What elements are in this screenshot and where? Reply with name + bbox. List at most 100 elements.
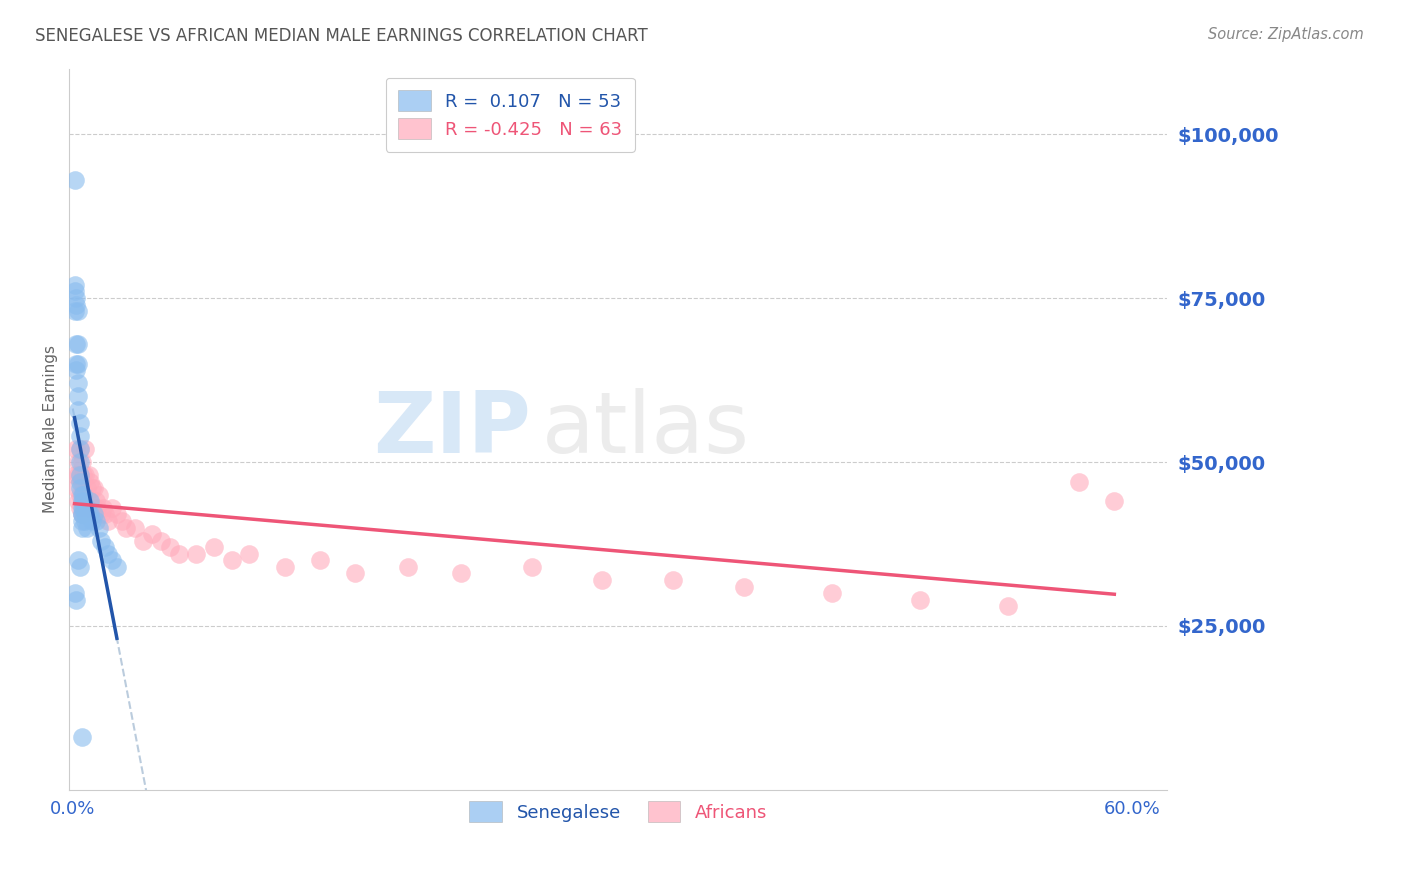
Point — [93, 541, 115, 555]
Point — [72, 494, 94, 508]
Point — [63, 285, 86, 299]
Point — [70, 514, 93, 528]
Point — [141, 527, 163, 541]
Point — [93, 508, 115, 522]
Point — [83, 500, 105, 515]
Point — [91, 500, 114, 515]
Text: atlas: atlas — [541, 388, 749, 471]
Point — [70, 508, 93, 522]
Text: ZIP: ZIP — [373, 388, 530, 471]
Text: SENEGALESE VS AFRICAN MEDIAN MALE EARNINGS CORRELATION CHART: SENEGALESE VS AFRICAN MEDIAN MALE EARNIN… — [35, 27, 648, 45]
Point — [84, 514, 107, 528]
Point — [69, 468, 91, 483]
Point — [76, 500, 98, 515]
Point — [1104, 494, 1126, 508]
Point — [83, 508, 105, 522]
Legend: Senegalese, Africans: Senegalese, Africans — [457, 789, 780, 835]
Point — [72, 500, 94, 515]
Point — [76, 500, 98, 515]
Point — [76, 520, 98, 534]
Point — [75, 508, 97, 522]
Point — [63, 304, 86, 318]
Point — [63, 173, 86, 187]
Point — [100, 500, 122, 515]
Point — [65, 291, 87, 305]
Point — [908, 592, 931, 607]
Point — [105, 560, 128, 574]
Point — [65, 442, 87, 456]
Point — [82, 481, 104, 495]
Point — [450, 566, 472, 581]
Point — [69, 500, 91, 515]
Point — [69, 442, 91, 456]
Point — [69, 442, 91, 456]
Point — [69, 481, 91, 495]
Point — [77, 468, 100, 483]
Point — [150, 533, 173, 548]
Point — [1067, 475, 1090, 489]
Point — [90, 508, 112, 522]
Point — [82, 514, 104, 528]
Point — [77, 494, 100, 508]
Point — [79, 500, 101, 515]
Point — [77, 508, 100, 522]
Point — [75, 488, 97, 502]
Point — [65, 337, 87, 351]
Point — [89, 520, 111, 534]
Point — [105, 508, 128, 522]
Point — [69, 455, 91, 469]
Point — [591, 573, 613, 587]
Point — [67, 455, 90, 469]
Point — [89, 488, 111, 502]
Point — [75, 514, 97, 528]
Point — [70, 520, 93, 534]
Point — [69, 488, 91, 502]
Point — [70, 494, 93, 508]
Point — [90, 533, 112, 548]
Point — [70, 488, 93, 502]
Point — [67, 389, 90, 403]
Point — [83, 481, 105, 495]
Point — [70, 731, 93, 745]
Point — [114, 520, 136, 534]
Point — [70, 500, 93, 515]
Point — [67, 494, 90, 508]
Point — [111, 514, 134, 528]
Point — [520, 560, 543, 574]
Point — [309, 553, 332, 567]
Point — [202, 541, 225, 555]
Point — [75, 442, 97, 456]
Point — [167, 547, 190, 561]
Point — [67, 304, 90, 318]
Point — [67, 337, 90, 351]
Point — [70, 508, 93, 522]
Point — [75, 468, 97, 483]
Point — [65, 297, 87, 311]
Point — [396, 560, 419, 574]
Y-axis label: Median Male Earnings: Median Male Earnings — [44, 345, 58, 513]
Point — [97, 547, 120, 561]
Point — [344, 566, 367, 581]
Point — [86, 500, 108, 515]
Point — [63, 277, 86, 292]
Point — [124, 520, 146, 534]
Point — [221, 553, 243, 567]
Point — [70, 494, 93, 508]
Point — [69, 429, 91, 443]
Point — [65, 363, 87, 377]
Point — [63, 468, 86, 483]
Text: Source: ZipAtlas.com: Source: ZipAtlas.com — [1208, 27, 1364, 42]
Point — [65, 481, 87, 495]
Point — [67, 468, 90, 483]
Point — [186, 547, 208, 561]
Point — [67, 376, 90, 391]
Point — [67, 357, 90, 371]
Point — [72, 468, 94, 483]
Point — [70, 475, 93, 489]
Point — [67, 553, 90, 567]
Point — [821, 586, 844, 600]
Point — [67, 402, 90, 417]
Point — [72, 488, 94, 502]
Point — [79, 508, 101, 522]
Point — [69, 468, 91, 483]
